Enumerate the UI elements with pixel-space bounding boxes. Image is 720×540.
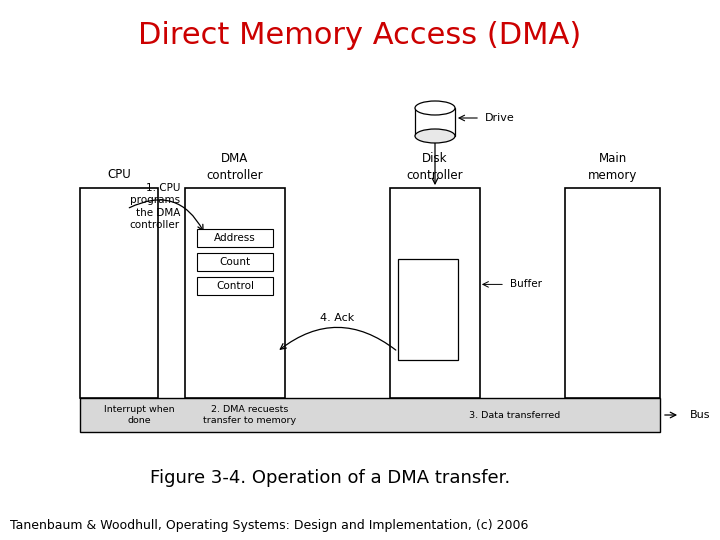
Bar [80, 188, 158, 398]
Bar [197, 253, 273, 271]
Ellipse shape [415, 129, 455, 143]
Text: CPU: CPU [107, 167, 131, 180]
Bar [390, 188, 480, 398]
Bar [197, 229, 273, 247]
Text: Figure 3-4. Operation of a DMA transfer.: Figure 3-4. Operation of a DMA transfer. [150, 469, 510, 487]
Text: Interrupt when
done: Interrupt when done [104, 406, 174, 424]
Text: Tanenbaum & Woodhull, Operating Systems: Design and Implementation, (c) 2006: Tanenbaum & Woodhull, Operating Systems:… [10, 519, 528, 532]
Ellipse shape [415, 101, 455, 115]
Bar [197, 277, 273, 295]
Text: 1. CPU
programs
the DMA
controller: 1. CPU programs the DMA controller [130, 183, 180, 230]
Text: Disk
controller: Disk controller [407, 152, 463, 182]
Text: Buffer: Buffer [510, 279, 542, 289]
Text: Control: Control [216, 281, 254, 291]
Text: 3. Data transferred: 3. Data transferred [469, 410, 561, 420]
Text: Address: Address [214, 233, 256, 243]
Text: Bus: Bus [690, 410, 711, 420]
Text: Drive: Drive [485, 113, 515, 123]
Bar [398, 259, 458, 360]
Text: Main
memory: Main memory [588, 152, 637, 182]
Bar [415, 108, 455, 136]
Bar [80, 398, 660, 432]
Text: 2. DMA recuests
transfer to memory: 2. DMA recuests transfer to memory [204, 406, 297, 424]
Text: 4. Ack: 4. Ack [320, 313, 355, 323]
Bar [185, 188, 285, 398]
Text: DMA
controller: DMA controller [207, 152, 264, 182]
Text: Direct Memory Access (DMA): Direct Memory Access (DMA) [138, 21, 582, 50]
Text: Count: Count [220, 257, 251, 267]
Bar [565, 188, 660, 398]
